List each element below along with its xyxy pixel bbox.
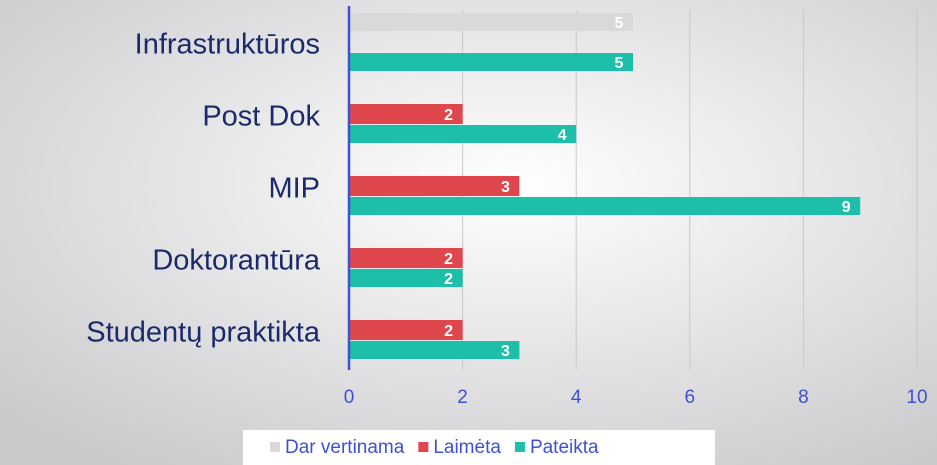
bar — [349, 125, 577, 143]
y-tick-label: Doktorantūra — [152, 245, 321, 277]
legend-box — [243, 430, 715, 465]
bar — [349, 53, 633, 71]
bar — [349, 104, 463, 124]
bar — [349, 341, 520, 359]
legend-label: Laimėta — [433, 437, 501, 458]
data-label: 2 — [444, 323, 453, 340]
data-label: 2 — [444, 251, 453, 268]
bar — [349, 176, 520, 196]
legend-swatch — [270, 442, 280, 452]
data-label: 3 — [501, 179, 510, 196]
data-label: 5 — [615, 15, 624, 32]
x-tick-label: 0 — [344, 387, 355, 408]
y-tick-label: Infrastruktūros — [135, 29, 320, 61]
bar — [349, 248, 463, 268]
x-tick-label: 10 — [906, 387, 927, 408]
data-label: 2 — [444, 107, 453, 124]
bar — [349, 197, 861, 215]
bar — [349, 269, 463, 287]
y-tick-label: Post Dok — [202, 101, 320, 133]
data-label: 9 — [842, 199, 851, 216]
x-tick-label: 8 — [798, 387, 809, 408]
bar — [349, 13, 633, 31]
data-label: 2 — [444, 271, 453, 288]
data-label: 3 — [501, 343, 510, 360]
legend-swatch — [418, 442, 429, 452]
legend-swatch — [514, 442, 525, 452]
bar — [349, 320, 463, 340]
data-label: 4 — [558, 127, 567, 144]
x-tick-label: 6 — [685, 387, 696, 408]
y-tick-label: Studentų praktikta — [86, 317, 321, 349]
legend-label: Pateikta — [530, 437, 599, 458]
data-label: 5 — [615, 55, 624, 72]
x-tick-label: 2 — [457, 387, 468, 408]
y-tick-label: MIP — [268, 173, 320, 205]
x-tick-label: 4 — [571, 387, 582, 408]
legend-label: Dar vertinama — [285, 437, 405, 458]
